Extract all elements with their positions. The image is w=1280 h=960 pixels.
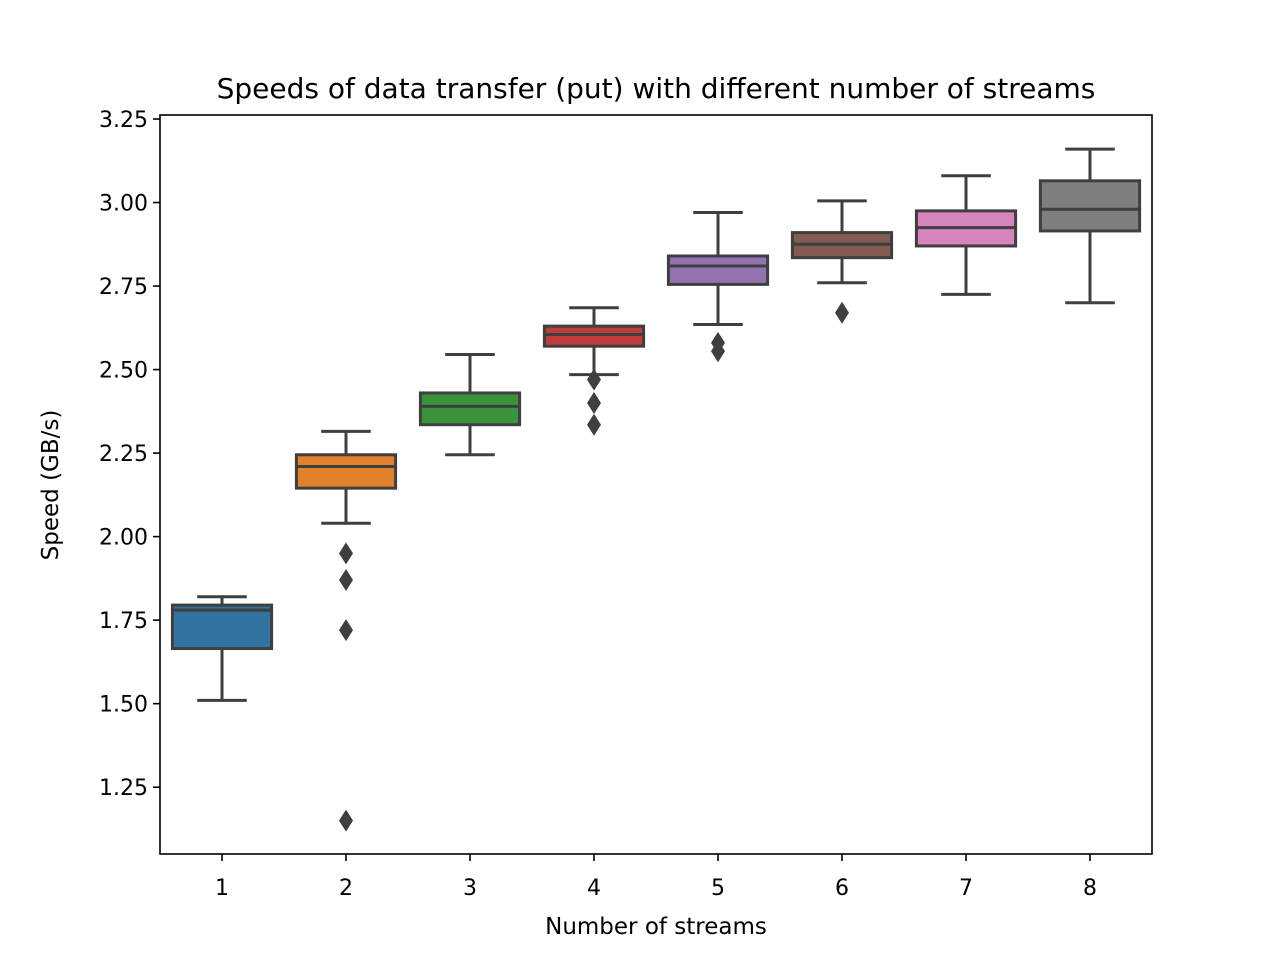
outlier-point [835, 301, 849, 324]
box-group-1 [170, 595, 274, 702]
y-tick-label: 3.25 [99, 108, 148, 133]
chart-title: Speeds of data transfer (put) with diffe… [217, 72, 1096, 105]
outlier-point [339, 619, 353, 642]
box-group-2 [294, 429, 398, 832]
y-tick-label: 1.75 [99, 609, 148, 634]
box [1038, 179, 1142, 233]
x-tick-label: 4 [587, 876, 601, 901]
y-axis-label: Speed (GB/s) [38, 410, 64, 561]
outlier-point [711, 340, 725, 363]
plot-area [170, 147, 1142, 832]
x-tick-label: 1 [215, 876, 229, 901]
y-tick-label: 1.25 [99, 776, 148, 801]
outlier-point [587, 391, 601, 414]
x-axis-ticks: 1 2 3 4 5 6 7 8 [215, 854, 1097, 901]
y-tick-label: 2.00 [99, 526, 148, 551]
box [170, 603, 274, 651]
outlier-point [339, 542, 353, 565]
y-tick-label: 3.00 [99, 192, 148, 217]
box-group-6 [790, 199, 894, 324]
box [418, 391, 522, 427]
outlier-point [339, 809, 353, 832]
y-tick-label: 2.25 [99, 442, 148, 467]
box-group-4 [542, 306, 646, 436]
box [542, 324, 646, 348]
x-tick-label: 3 [463, 876, 477, 901]
x-axis-label: Number of streams [545, 914, 767, 940]
box [666, 254, 770, 286]
box-group-5 [666, 211, 770, 363]
box [294, 453, 398, 490]
box-group-3 [418, 353, 522, 457]
x-tick-label: 2 [339, 876, 353, 901]
outlier-point [587, 368, 601, 391]
plot-frame [159, 114, 1153, 855]
x-tick-label: 7 [959, 876, 973, 901]
outlier-point [587, 413, 601, 436]
x-tick-label: 8 [1083, 876, 1097, 901]
outlier-point [339, 569, 353, 592]
y-tick-label: 2.50 [99, 359, 148, 384]
y-tick-label: 2.75 [99, 275, 148, 300]
y-tick-label: 1.50 [99, 693, 148, 718]
y-axis-ticks: 1.25 1.50 1.75 2.00 2.25 2.50 2.75 3.00 3.25 [99, 108, 160, 801]
box-group-7 [914, 174, 1018, 296]
box-group-8 [1038, 147, 1142, 305]
x-tick-label: 5 [711, 876, 725, 901]
x-tick-label: 6 [835, 876, 849, 901]
